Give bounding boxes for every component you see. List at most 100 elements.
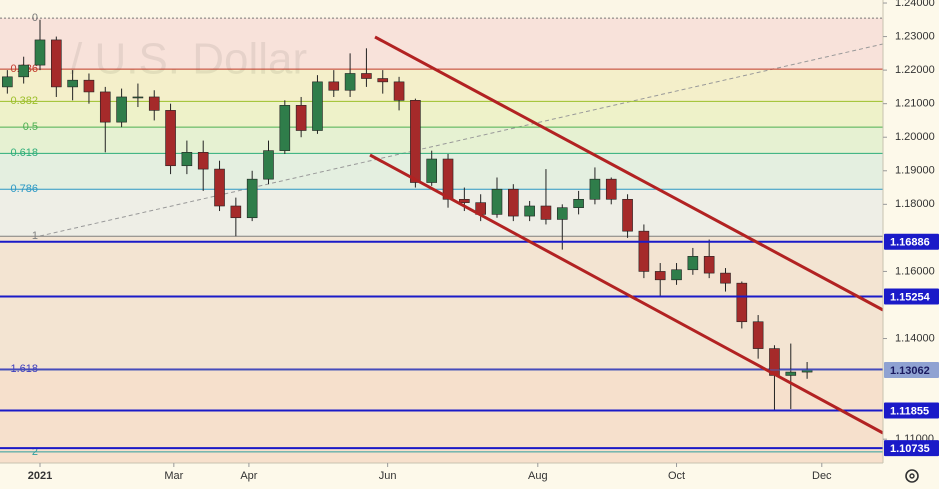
fib-label: 0.786 xyxy=(10,183,38,195)
fib-band xyxy=(0,451,883,463)
price-tag xyxy=(884,361,939,378)
candle-body xyxy=(230,205,242,219)
candle-body xyxy=(344,73,356,91)
candle-body xyxy=(377,78,389,83)
fib-label: 1.618 xyxy=(10,363,38,375)
candle-body xyxy=(605,178,617,200)
y-tick-label: 1.14000 xyxy=(895,332,935,344)
candle-body xyxy=(51,39,62,88)
candle-body xyxy=(556,207,568,220)
price-tag xyxy=(884,402,939,419)
x-tick-label: 2021 xyxy=(28,470,52,482)
fib-label: 0.382 xyxy=(10,95,38,107)
fib-band xyxy=(0,236,883,370)
candle-body xyxy=(132,96,144,99)
candle-body xyxy=(312,81,323,131)
y-tick-label: 1.23000 xyxy=(895,30,935,42)
candle-body xyxy=(752,321,764,349)
price-tag-label: 1.15254 xyxy=(890,291,931,303)
candle-body xyxy=(361,73,372,79)
candle-body xyxy=(540,205,552,220)
candle-body xyxy=(83,79,95,93)
candle-body xyxy=(671,269,682,281)
candle-body xyxy=(181,152,193,167)
time-axis xyxy=(0,463,883,489)
y-tick-label: 1.24000 xyxy=(895,0,935,9)
y-tick-label: 1.21000 xyxy=(895,98,935,110)
y-tick-label: 1.16000 xyxy=(895,265,935,277)
y-tick-label: 1.20000 xyxy=(895,131,935,143)
gear xyxy=(905,469,919,483)
candle-body xyxy=(638,230,650,272)
candle-body xyxy=(165,110,176,167)
fib-label: 0 xyxy=(32,12,38,24)
price-tag-label: 1.10735 xyxy=(890,443,930,455)
x-tick-label: Dec xyxy=(812,470,832,482)
candle-body xyxy=(34,39,46,66)
candle-body xyxy=(654,271,666,281)
watermark: / U.S. Dollar xyxy=(70,35,307,84)
candle-body xyxy=(295,105,307,131)
fib-band xyxy=(0,189,883,237)
candle-body xyxy=(459,198,470,203)
fib-band xyxy=(0,127,883,154)
candle-body xyxy=(442,158,454,200)
y-tick-label: 1.18000 xyxy=(895,198,935,210)
candle-body xyxy=(736,282,748,323)
price-tag-label: 1.13062 xyxy=(890,365,930,377)
candle-body xyxy=(524,205,535,217)
axes: 1.24000 1.23000 1.22000 1.21000 1.20000 1.190… xyxy=(28,0,939,482)
candle-body xyxy=(2,76,13,88)
fib-label: 1 xyxy=(32,230,38,242)
channel-upper xyxy=(374,35,884,312)
fib-label: 2 xyxy=(32,446,38,458)
fib-band xyxy=(0,101,883,128)
candle-body xyxy=(18,64,29,78)
candle-body xyxy=(426,158,438,183)
fib-label: 0.618 xyxy=(10,147,38,159)
candle-body xyxy=(116,96,127,123)
fib-label: 0.5 xyxy=(23,121,38,133)
fib-bands xyxy=(0,18,883,463)
price-tag-label: 1.11855 xyxy=(890,405,929,417)
price-tag xyxy=(884,440,939,457)
fib-band xyxy=(0,69,883,102)
candle-body xyxy=(67,79,78,88)
x-tick-label: Apr xyxy=(240,470,257,482)
candle-body xyxy=(491,188,503,215)
candle-body xyxy=(263,150,274,180)
candle-body xyxy=(687,256,699,271)
y-tick-label: 1.22000 xyxy=(895,64,935,76)
candle-body xyxy=(589,178,601,200)
channel-lower xyxy=(369,153,884,435)
price-tag-label: 1.16886 xyxy=(890,237,930,249)
candle-body xyxy=(328,81,340,91)
x-tick-label: Jun xyxy=(379,470,397,482)
candle-body xyxy=(279,105,291,151)
fib-band xyxy=(0,153,883,190)
x-tick-label: Oct xyxy=(668,470,685,482)
x-tick-label: Aug xyxy=(528,470,548,482)
candle-body xyxy=(393,81,405,101)
candle-body xyxy=(720,272,731,284)
settings-icon[interactable] xyxy=(905,469,919,483)
candle-body xyxy=(99,91,111,123)
candle-body xyxy=(148,96,160,111)
candle-body xyxy=(508,188,519,217)
fib-band xyxy=(0,18,883,70)
candle-body xyxy=(703,256,715,274)
x-tick-label: Mar xyxy=(164,470,183,482)
gear-center xyxy=(909,473,915,479)
candle-body xyxy=(246,178,258,219)
price-tag xyxy=(884,233,939,250)
candle-body xyxy=(214,168,225,207)
y-tick-label: 1.19000 xyxy=(895,165,935,177)
candle-body xyxy=(622,198,633,232)
candle-body xyxy=(197,152,209,170)
candle-body xyxy=(573,198,584,208)
candle-body xyxy=(785,371,797,376)
price-tag xyxy=(884,288,939,305)
